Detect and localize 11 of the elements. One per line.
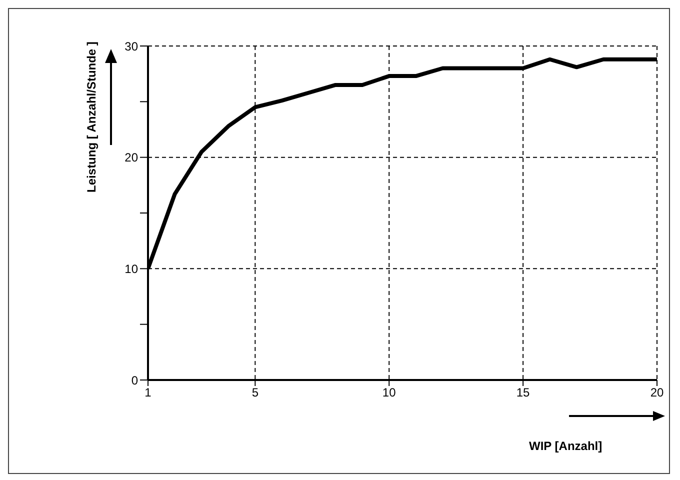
y-tick-label: 20 [124,150,138,165]
y-axis-title: Leistung [ Anzahl/Stunde ] [84,42,98,192]
y-tick-label: 10 [124,262,138,276]
x-tick-label: 20 [650,386,664,400]
x-tick-label: 10 [382,386,396,400]
y-tick-label: 30 [124,39,138,54]
x-tick-label: 15 [516,386,530,400]
x-tick-label: 5 [252,386,259,400]
y-tick-label: 0 [131,373,138,388]
x-axis-title: WIP [Anzahl] [529,439,602,453]
x-tick-label: 1 [144,386,152,400]
